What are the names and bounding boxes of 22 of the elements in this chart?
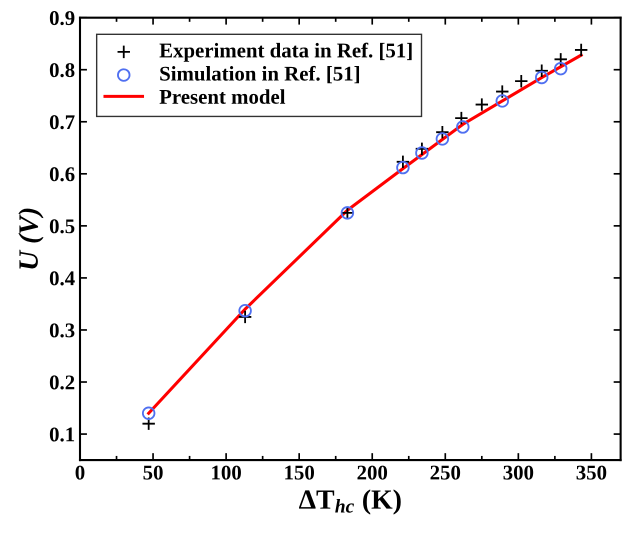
x-tick-label: 250 xyxy=(430,466,460,480)
y-tick-label: 0.7 xyxy=(50,115,75,130)
x-axis-title: ΔT$_{hc}$ (K) xyxy=(299,489,401,515)
x-tick-label: 300 xyxy=(504,466,534,480)
x-tick-label: 200 xyxy=(357,466,388,480)
x-tick-label: 0 xyxy=(76,466,84,480)
y-tick-label: 0.2 xyxy=(50,375,74,390)
y-tick-label: 0.6 xyxy=(50,167,75,182)
y-tick-label: 0.4 xyxy=(50,271,75,286)
y-tick-label: 0.1 xyxy=(50,427,74,442)
y-axis-title: U (V) xyxy=(18,208,44,269)
y-tick-label: 0.3 xyxy=(50,323,74,338)
legend-label: Experiment data in Ref. [51] xyxy=(160,42,412,62)
x-tick-label: 150 xyxy=(285,466,314,480)
x-tick-label: 50 xyxy=(143,466,163,480)
legend-label: Simulation in Ref. [51] xyxy=(160,66,360,84)
y-tick-label: 0.9 xyxy=(50,11,74,26)
legend-label: Present model xyxy=(160,89,286,104)
y-tick-label: 0.8 xyxy=(50,63,74,78)
x-tick-label: 350 xyxy=(576,466,606,480)
x-tick-label: 100 xyxy=(212,466,241,480)
y-tick-label: 0.5 xyxy=(50,219,74,234)
